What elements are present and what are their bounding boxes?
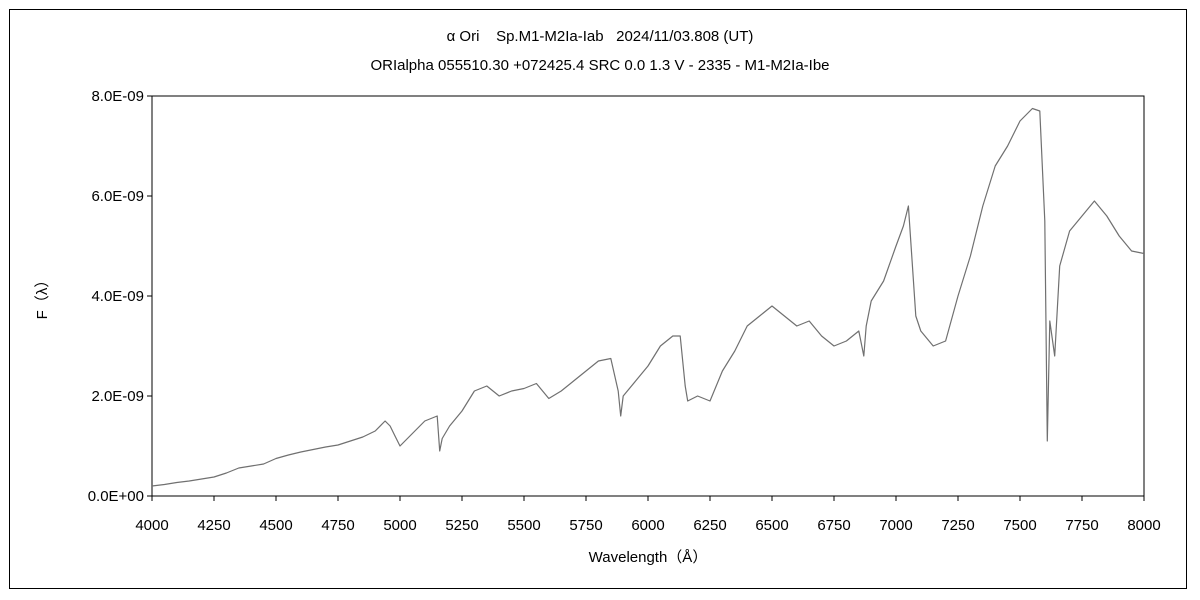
x-tick-label: 4250	[197, 517, 230, 534]
x-tick-label: 5250	[445, 517, 478, 534]
x-tick-label: 4750	[321, 517, 354, 534]
chart-subtitle: ORIalpha 055510.30 +072425.4 SRC 0.0 1.3…	[370, 57, 830, 74]
x-tick-label: 6500	[755, 517, 788, 534]
y-tick-label: 8.0E-09	[91, 88, 144, 105]
y-tick-label: 2.0E-09	[91, 388, 144, 405]
y-tick-label: 0.0E+00	[88, 488, 144, 505]
x-tick-label: 6000	[631, 517, 664, 534]
chart-title: α Ori Sp.M1-M2Ia-Iab 2024/11/03.808 (UT)	[446, 28, 754, 45]
x-tick-label: 7750	[1065, 517, 1098, 534]
x-tick-label: 7500	[1003, 517, 1036, 534]
y-axis-title: F（λ）	[34, 273, 51, 320]
x-tick-label: 6750	[817, 517, 850, 534]
x-tick-label: 8000	[1127, 517, 1160, 534]
chart-frame	[9, 9, 1187, 589]
x-axis-title: Wavelength（Å）	[589, 549, 708, 566]
y-tick-label: 4.0E-09	[91, 288, 144, 305]
x-tick-label: 6250	[693, 517, 726, 534]
x-tick-label: 5000	[383, 517, 416, 534]
x-tick-label: 7250	[941, 517, 974, 534]
x-tick-label: 4500	[259, 517, 292, 534]
plot-border	[151, 95, 1145, 497]
plot-area: 0.0E+00 2.0E-09 4.0E-09 6.0E-09 8.0E-09 4000 4…	[34, 88, 1161, 566]
x-tick-label: 5750	[569, 517, 602, 534]
x-tick-label: 7000	[879, 517, 912, 534]
spectrum-series-line	[151, 107, 1145, 487]
y-tick-label: 6.0E-09	[91, 188, 144, 205]
x-tick-label: 5500	[507, 517, 540, 534]
x-tick-label: 4000	[135, 517, 168, 534]
